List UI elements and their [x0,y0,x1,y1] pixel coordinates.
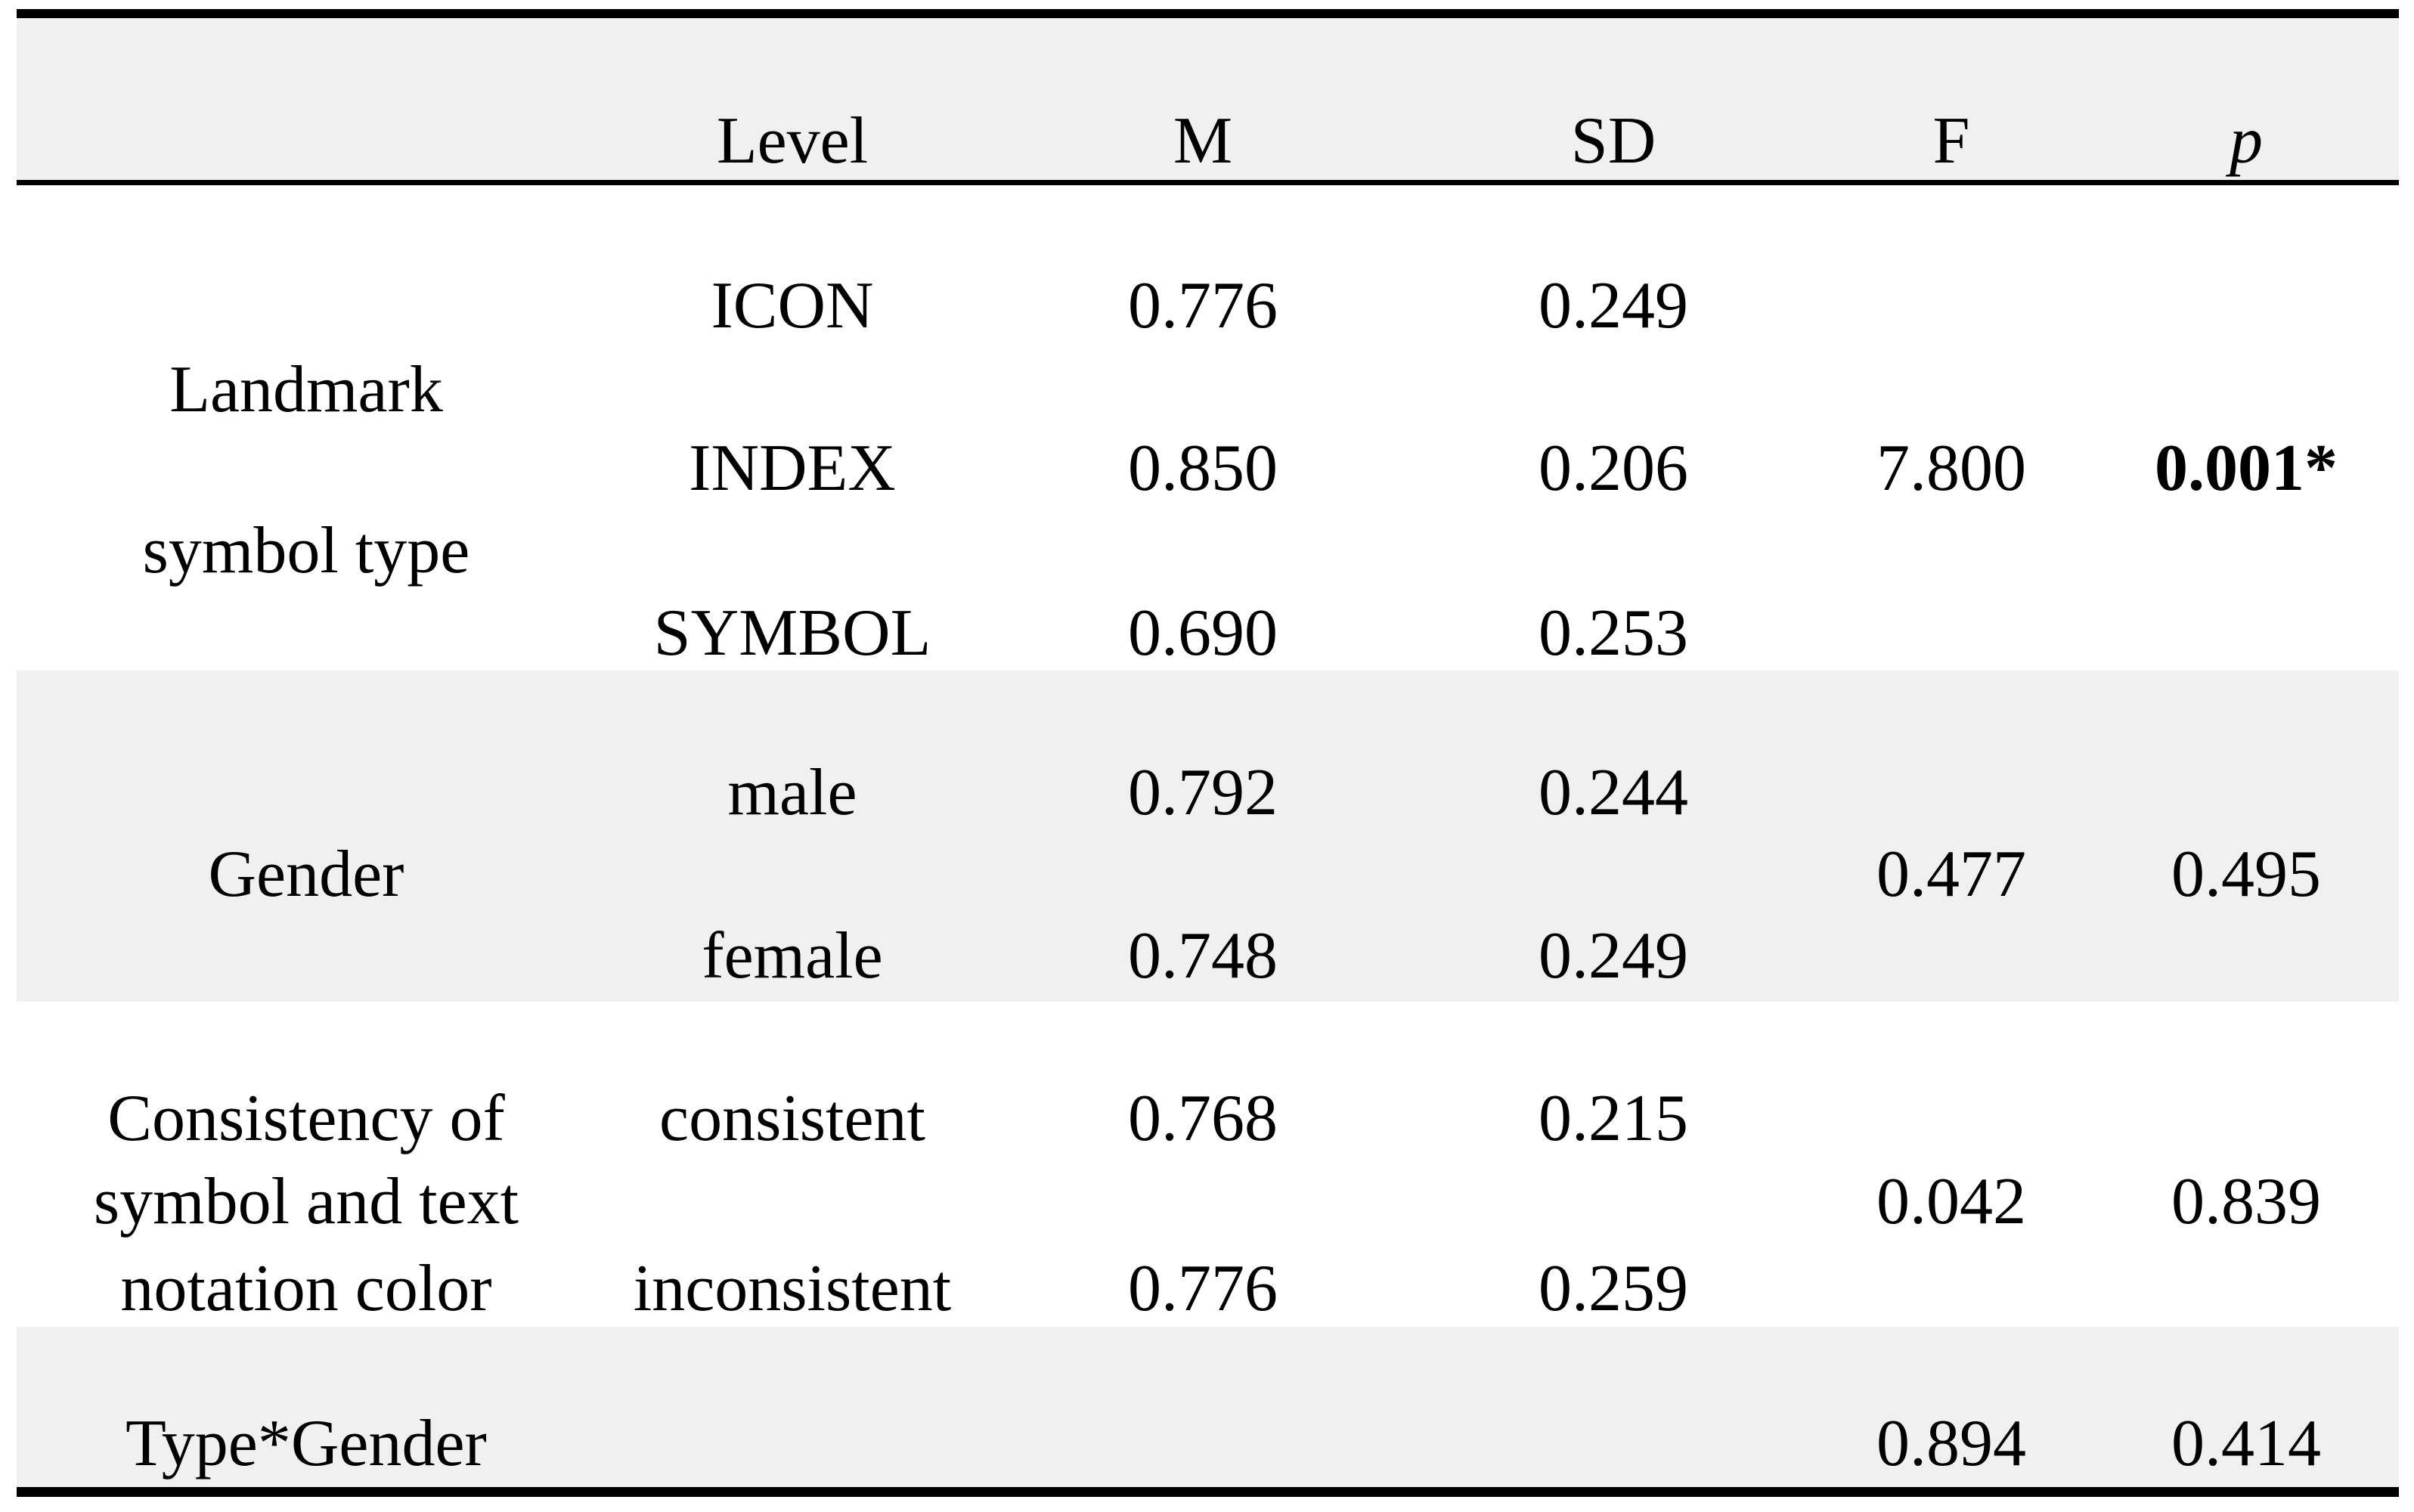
factor-landmark-line2: symbol type [142,514,470,587]
row-consistent-m: 0.768 [1128,1082,1278,1155]
row-index-level: INDEX [689,432,896,505]
factor-consistency-line3: notation color [120,1252,492,1325]
column-header-level: Level [716,104,869,178]
table-header-rule [17,180,2399,185]
stat-gender-p: 0.495 [2171,838,2321,911]
row-inconsistent-sd: 0.259 [1539,1252,1688,1325]
row-symbol-m: 0.690 [1128,596,1278,670]
type-gender-row-band [17,1327,2399,1487]
table-top-rule [17,9,2399,18]
row-icon-m: 0.776 [1128,269,1278,342]
column-header-sd: SD [1570,104,1656,178]
column-header-f: F [1932,104,1970,178]
row-consistent-level: consistent [659,1082,925,1155]
table-header-band [17,18,2399,180]
factor-landmark-line1: Landmark [169,353,443,426]
table-bottom-rule [17,1487,2399,1497]
row-index-m: 0.850 [1128,432,1278,505]
factor-consistency-line2: symbol and text [93,1165,519,1238]
stat-type-gender-f: 0.894 [1876,1407,2026,1480]
gender-row-band [17,671,2399,1002]
stat-landmark-f: 7.800 [1876,432,2026,505]
stat-landmark-p: 0.001* [2155,432,2338,505]
row-female-sd: 0.249 [1539,919,1688,993]
row-male-level: male [727,756,857,829]
row-symbol-level: SYMBOL [653,596,931,670]
stat-type-gender-p: 0.414 [2171,1407,2321,1480]
factor-type-gender: Type*Gender [126,1407,487,1480]
stat-consistency-f: 0.042 [1876,1165,2026,1238]
stat-consistency-p: 0.839 [2171,1165,2321,1238]
row-consistent-sd: 0.215 [1539,1082,1688,1155]
row-icon-sd: 0.249 [1539,269,1688,342]
row-female-level: female [702,919,883,993]
row-female-m: 0.748 [1128,919,1278,993]
row-inconsistent-m: 0.776 [1128,1252,1278,1325]
row-index-sd: 0.206 [1539,432,1688,505]
column-header-p: p [2230,104,2263,178]
row-icon-level: ICON [711,269,874,342]
row-male-m: 0.792 [1128,756,1278,829]
row-male-sd: 0.244 [1539,756,1688,829]
factor-gender: Gender [208,838,404,911]
row-inconsistent-level: inconsistent [633,1252,952,1325]
row-symbol-sd: 0.253 [1539,596,1688,670]
column-header-m: M [1173,104,1233,178]
factor-consistency-line1: Consistency of [107,1082,505,1155]
stat-gender-f: 0.477 [1876,838,2026,911]
